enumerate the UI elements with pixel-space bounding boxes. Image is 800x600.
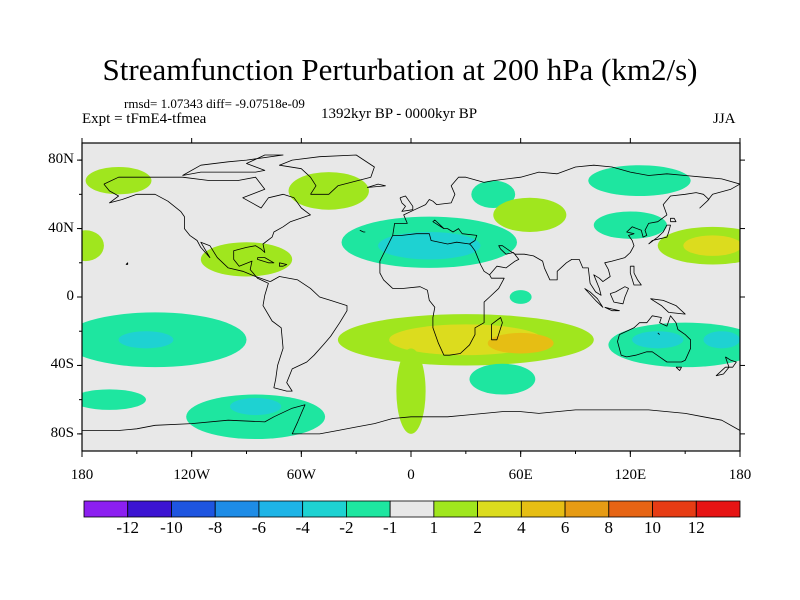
anomaly-region-0 [85,166,152,195]
colorbar-label-13: 12 [687,518,705,537]
coastline-13 [675,366,682,372]
colorbar-box-13 [652,500,697,518]
coastline-14 [725,356,737,368]
colorbar-box-12 [608,500,653,518]
anomaly-region-25 [703,331,740,349]
anomaly-region-21 [396,348,426,434]
coastline-12 [617,315,691,363]
coastline-3 [366,183,386,188]
anomaly-region-1 [82,230,104,262]
anomaly-region-2 [200,242,293,277]
colorbar-box-7 [389,500,435,518]
coastline-15 [715,366,730,377]
coastline-5 [392,219,478,245]
anomaly-region-16 [186,394,326,440]
plot-title: Streamfunction Perturbation at 200 hPa (… [102,52,698,87]
colorbar-label-2: -8 [208,518,223,537]
lon-label-0: 0 [407,467,415,483]
colorbar-label-11: 8 [604,518,614,537]
anomaly-region-6 [471,180,516,209]
lon-label-60e: 60E [508,467,533,483]
anomaly-region-3 [288,172,369,210]
colorbar-box-8 [433,500,479,518]
colorbar [83,500,741,518]
anomaly-region-20 [487,332,554,354]
colorbar-label-9: 4 [517,518,526,537]
anomaly-region-8 [509,290,532,304]
colorbar-label-8: 2 [473,518,482,537]
coastline-20 [650,298,686,315]
colorbar-label-10: 6 [560,518,570,537]
colorbar-label-1: -10 [160,518,183,537]
coastline-16 [82,404,740,435]
lat-label-0: 0 [66,288,75,304]
lat-label-40n: 40N [48,219,74,236]
coastline-7 [379,235,505,356]
coastline-0 [103,176,348,392]
anomaly-fields [82,165,740,440]
colorbar-box-5 [302,500,347,518]
colorbar-label-7: 1 [429,518,439,537]
anomaly-region-15 [82,389,146,410]
anomaly-region-10 [593,211,667,239]
colorbar-box-2 [171,500,216,518]
colorbar-box-6 [345,500,391,518]
coastline-25 [359,229,366,233]
coastline-21 [629,265,642,286]
coastline-2 [278,154,375,195]
colorbar-box-10 [520,500,566,518]
lon-label-120w: 120W [173,467,210,483]
anomaly-region-9 [588,165,691,197]
colorbar-label-0: -12 [116,518,140,537]
period-label: 1392kyr BP - 0000kyr BP [321,106,478,122]
coastline-17 [584,288,604,308]
lon-label-120e: 120E [614,467,647,483]
lat-label-40s: 40S [50,356,74,373]
colorbar-box-0 [83,500,129,518]
lon-label-180w: 180 [70,467,94,483]
colorbar-label-6: -1 [383,518,398,537]
colorbar-box-3 [214,500,260,518]
colorbar-box-14 [695,500,741,518]
lon-label-60w: 60W [286,467,316,483]
season-label: JJA [713,111,736,127]
anomaly-region-5 [378,231,481,260]
anomaly-region-7 [493,197,567,232]
colorbar-label-3: -6 [251,518,266,537]
coastline-27 [125,262,129,265]
coastline-6 [399,195,414,212]
coastline-19 [609,286,629,305]
coastline-9 [489,183,740,296]
coastline-1 [103,183,271,282]
colorbar-label-5: -2 [339,518,354,537]
lat-label-80n: 80N [48,151,74,168]
coastline-18 [604,306,620,312]
anomaly-region-12 [683,235,740,256]
coastline-23 [278,262,288,267]
lon-label-180e: 180 [728,467,752,483]
colorbar-box-1 [127,500,172,518]
colorbar-label-12: 10 [644,518,662,537]
coastline-10 [648,224,671,245]
colorbar-box-11 [564,500,610,518]
axis-ticks [77,138,745,457]
coastlines [82,154,740,435]
anomaly-region-14 [118,331,174,349]
coastline-8 [490,317,503,341]
anomaly-region-22 [469,363,536,395]
coastline-22 [257,257,275,264]
colorbar-box-4 [258,500,304,518]
anomaly-region-17 [230,397,282,416]
coastline-26 [657,332,660,335]
colorbar-label-4: -4 [295,518,310,537]
experiment-label: Expt = tFmE4-tfmea [82,111,207,127]
anomaly-region-24 [632,331,684,349]
lat-label-80s: 80S [50,424,74,441]
stats-line: rmsd= 1.07343 diff= -9.07518e-09 [124,96,305,111]
coastline-24 [182,154,284,176]
colorbar-box-9 [477,500,522,518]
coastline-11 [670,217,677,223]
coastline-4 [392,164,740,236]
